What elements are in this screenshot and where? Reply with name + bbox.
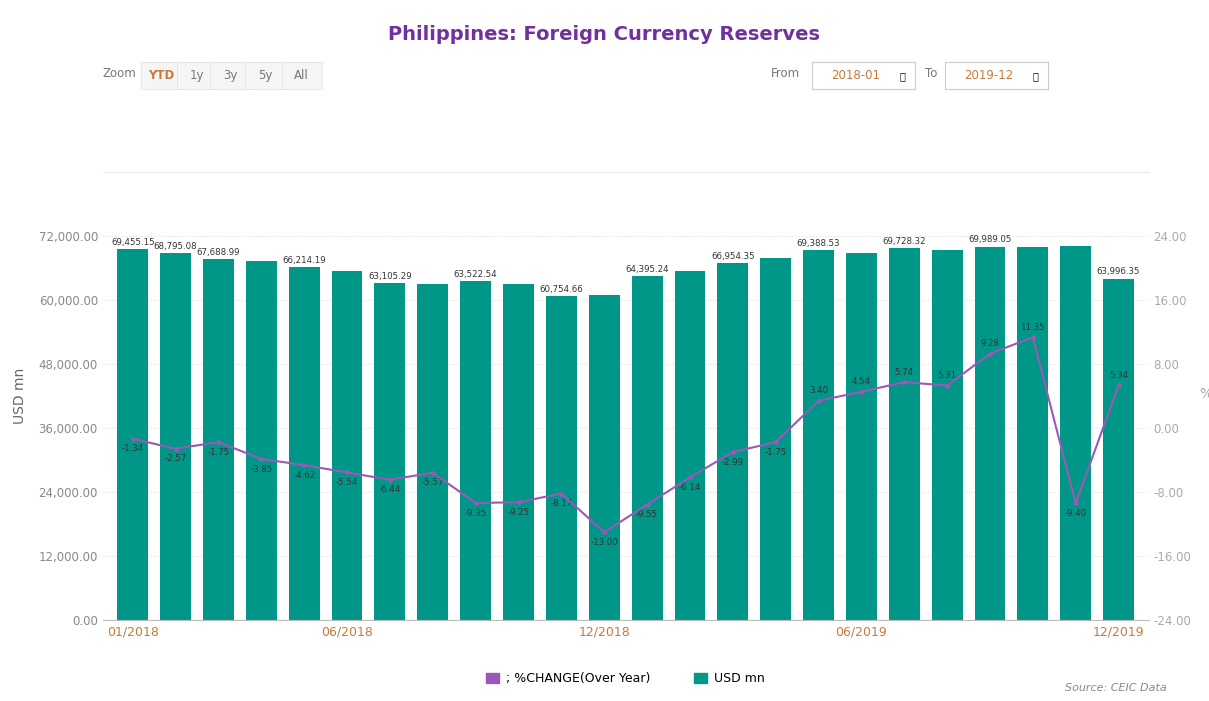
Bar xyxy=(203,259,233,620)
Text: -1.34: -1.34 xyxy=(122,444,144,454)
Text: From: From xyxy=(771,67,800,80)
Bar xyxy=(161,253,191,620)
Y-axis label: USD mn: USD mn xyxy=(13,368,28,424)
Text: 2019-12: 2019-12 xyxy=(964,69,1013,82)
Text: 69,455.15: 69,455.15 xyxy=(111,238,155,247)
Bar xyxy=(1018,247,1048,620)
Text: 60,754.66: 60,754.66 xyxy=(539,285,583,294)
Bar xyxy=(803,250,834,620)
Text: -5.54: -5.54 xyxy=(336,478,358,487)
Text: 5.34: 5.34 xyxy=(1109,371,1128,380)
Text: -1.75: -1.75 xyxy=(764,448,787,457)
Text: 3y: 3y xyxy=(224,69,237,82)
Text: -2.57: -2.57 xyxy=(164,454,186,463)
Bar xyxy=(760,258,791,620)
Text: -3.85: -3.85 xyxy=(250,465,272,474)
Bar xyxy=(546,296,577,620)
Bar xyxy=(675,271,705,620)
Bar xyxy=(889,248,920,620)
Text: -9.55: -9.55 xyxy=(636,510,658,519)
Bar xyxy=(631,276,663,620)
Text: -13.00: -13.00 xyxy=(590,538,618,547)
Text: -6.44: -6.44 xyxy=(378,485,401,494)
Bar xyxy=(245,261,277,620)
Text: 5.31: 5.31 xyxy=(937,371,956,380)
Text: YTD: YTD xyxy=(149,69,174,82)
Bar xyxy=(461,281,491,620)
Bar xyxy=(503,284,534,620)
Bar xyxy=(417,284,449,620)
Text: -9.35: -9.35 xyxy=(464,509,487,517)
Text: 69,989.05: 69,989.05 xyxy=(968,236,1012,245)
Text: 9.28: 9.28 xyxy=(980,339,1000,348)
Text: -9.25: -9.25 xyxy=(508,508,530,517)
Text: -9.40: -9.40 xyxy=(1065,509,1087,518)
Text: 69,728.32: 69,728.32 xyxy=(883,237,926,246)
Text: 66,954.35: 66,954.35 xyxy=(711,252,754,261)
Text: 67,688.99: 67,688.99 xyxy=(197,247,241,257)
Bar xyxy=(589,294,620,620)
Text: 4.54: 4.54 xyxy=(852,377,870,386)
Bar xyxy=(1060,246,1091,620)
Bar xyxy=(375,283,405,620)
Legend: ; %CHANGE(Over Year), USD mn: ; %CHANGE(Over Year), USD mn xyxy=(481,667,770,690)
Bar xyxy=(1103,278,1134,620)
Text: 2018-01: 2018-01 xyxy=(831,69,880,82)
Text: 63,105.29: 63,105.29 xyxy=(368,272,412,281)
Bar xyxy=(974,247,1006,620)
Bar xyxy=(717,263,748,620)
Text: Source: CEIC Data: Source: CEIC Data xyxy=(1065,683,1167,693)
Bar xyxy=(289,267,319,620)
Text: 5.74: 5.74 xyxy=(895,367,914,376)
Text: 64,395.24: 64,395.24 xyxy=(625,265,669,274)
Text: 5y: 5y xyxy=(259,69,272,82)
Text: 68,795.08: 68,795.08 xyxy=(154,242,197,251)
Text: All: All xyxy=(294,69,310,82)
Text: 3.40: 3.40 xyxy=(809,386,828,395)
Text: Philippines: Foreign Currency Reserves: Philippines: Foreign Currency Reserves xyxy=(388,25,821,43)
Text: -6.14: -6.14 xyxy=(678,483,701,492)
Text: -2.99: -2.99 xyxy=(722,458,744,467)
Bar xyxy=(331,271,363,620)
Y-axis label: %: % xyxy=(1199,387,1209,401)
Text: -1.75: -1.75 xyxy=(208,448,230,457)
Text: -8.17: -8.17 xyxy=(550,499,573,508)
Text: 63,522.54: 63,522.54 xyxy=(453,270,498,279)
Bar xyxy=(846,253,877,620)
Bar xyxy=(117,250,149,620)
Text: -4.62: -4.62 xyxy=(293,471,316,479)
Text: 66,214.19: 66,214.19 xyxy=(283,256,326,264)
Text: 63,996.35: 63,996.35 xyxy=(1097,268,1140,276)
Text: 📅: 📅 xyxy=(1032,71,1039,81)
Bar xyxy=(932,250,962,620)
Text: To: To xyxy=(925,67,937,80)
Text: 1y: 1y xyxy=(190,69,203,82)
Text: -5.57: -5.57 xyxy=(422,478,444,487)
Text: Zoom: Zoom xyxy=(103,67,137,80)
Text: 📅: 📅 xyxy=(899,71,906,81)
Text: 69,388.53: 69,388.53 xyxy=(797,238,840,247)
Text: 11.35: 11.35 xyxy=(1020,322,1045,332)
